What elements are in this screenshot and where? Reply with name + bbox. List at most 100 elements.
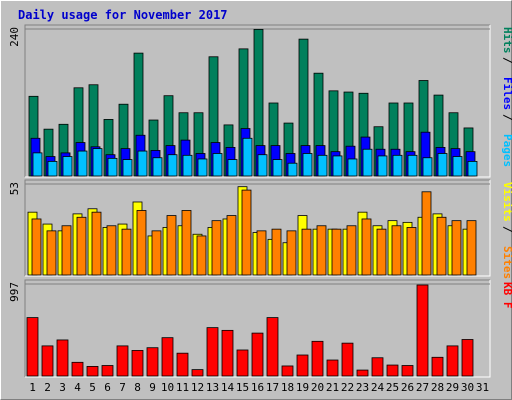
bar-kb-f-day-25 bbox=[386, 364, 399, 377]
bar-pages-day-9 bbox=[152, 157, 163, 177]
bar-kb-f-day-21 bbox=[326, 359, 339, 377]
bar-kb-f-day-6 bbox=[101, 365, 114, 377]
bar-sites-day-3 bbox=[61, 225, 72, 276]
bar-sites-day-10 bbox=[166, 215, 177, 276]
legend-files: Files bbox=[501, 77, 512, 110]
x-tick-label-20: 20 bbox=[311, 381, 324, 394]
bar-sites-day-26 bbox=[406, 227, 417, 276]
bar-sites-day-17 bbox=[271, 228, 282, 276]
bar-sites-day-21 bbox=[331, 228, 342, 276]
x-tick-label-3: 3 bbox=[59, 381, 66, 394]
panel-3-shadow bbox=[24, 279, 490, 377]
bar-pages-day-17 bbox=[272, 159, 283, 177]
bar-kb-f-day-17 bbox=[266, 317, 279, 377]
panel-3-highlight bbox=[25, 280, 491, 378]
x-tick-label-24: 24 bbox=[371, 381, 385, 394]
x-tick-label-16: 16 bbox=[251, 381, 264, 394]
x-tick-label-14: 14 bbox=[221, 381, 235, 394]
panel-1-highlight bbox=[25, 25, 491, 178]
bar-pages-day-25 bbox=[392, 154, 403, 177]
bar-sites-day-15 bbox=[241, 189, 252, 276]
panel-3-bars bbox=[25, 283, 490, 377]
x-tick-label-5: 5 bbox=[89, 381, 96, 394]
bar-pages-day-12 bbox=[197, 158, 208, 177]
bar-sites-day-13 bbox=[211, 220, 222, 276]
panel-2-ymax-label: 53 bbox=[8, 182, 21, 195]
bar-kb-f-day-19 bbox=[296, 354, 309, 377]
bar-pages-day-15 bbox=[242, 137, 253, 177]
x-tick-label-4: 4 bbox=[74, 381, 81, 394]
bar-pages-day-28 bbox=[437, 153, 448, 177]
x-tick-label-12: 12 bbox=[191, 381, 204, 394]
bar-sites-day-19 bbox=[301, 228, 312, 276]
bar-sites-day-1 bbox=[31, 218, 42, 276]
x-tick-label-21: 21 bbox=[326, 381, 339, 394]
bar-kb-f-day-7 bbox=[116, 345, 129, 377]
legend-pages: Pages bbox=[501, 134, 512, 167]
x-tick-label-19: 19 bbox=[296, 381, 309, 394]
bar-sites-day-27 bbox=[421, 191, 432, 276]
bar-sites-day-14 bbox=[226, 215, 237, 276]
panel-2-highlight bbox=[25, 180, 491, 277]
panel-2-shadow bbox=[24, 179, 490, 276]
bar-sites-day-9 bbox=[151, 230, 162, 276]
bar-pages-day-2 bbox=[47, 160, 58, 177]
bar-pages-day-1 bbox=[32, 152, 43, 177]
x-tick-label-30: 30 bbox=[461, 381, 474, 394]
bar-sites-day-5 bbox=[91, 211, 102, 276]
x-tick-label-18: 18 bbox=[281, 381, 294, 394]
bar-pages-day-27 bbox=[422, 157, 433, 177]
x-tick-label-31: 31 bbox=[476, 381, 489, 394]
x-tick-label-6: 6 bbox=[104, 381, 111, 394]
x-tick-label-2: 2 bbox=[44, 381, 51, 394]
bar-pages-day-5 bbox=[92, 148, 103, 177]
x-tick-label-25: 25 bbox=[386, 381, 399, 394]
legend-sites: Sites bbox=[501, 246, 512, 279]
x-tick-label-7: 7 bbox=[119, 381, 126, 394]
bar-pages-day-8 bbox=[137, 150, 148, 177]
bar-kb-f-day-26 bbox=[401, 365, 414, 377]
bar-pages-day-24 bbox=[377, 155, 388, 177]
panel-1-shadow bbox=[24, 24, 490, 177]
bar-kb-f-day-4 bbox=[71, 361, 84, 377]
bar-sites-day-28 bbox=[436, 216, 447, 276]
bar-pages-day-18 bbox=[287, 162, 298, 177]
bar-pages-day-10 bbox=[167, 154, 178, 177]
bar-sites-day-30 bbox=[466, 220, 477, 276]
bar-sites-day-4 bbox=[76, 216, 87, 276]
panel-1-bars bbox=[25, 28, 490, 177]
bar-pages-day-13 bbox=[212, 153, 223, 177]
panel-2-bars bbox=[25, 183, 490, 276]
x-tick-label-23: 23 bbox=[356, 381, 369, 394]
bar-sites-day-25 bbox=[391, 225, 402, 276]
x-tick-label-8: 8 bbox=[134, 381, 141, 394]
bar-sites-day-24 bbox=[376, 228, 387, 276]
panels-group: 240 Hits / Files / Pages 53 Visits / Sites 9… bbox=[8, 24, 512, 378]
bar-kb-f-day-27 bbox=[416, 284, 429, 377]
bar-sites-day-22 bbox=[346, 225, 357, 276]
x-tick-label-10: 10 bbox=[161, 381, 174, 394]
bar-kb-f-day-29 bbox=[446, 345, 459, 377]
bar-sites-day-16 bbox=[256, 230, 267, 276]
x-tick-label-26: 26 bbox=[401, 381, 414, 394]
bar-sites-day-20 bbox=[316, 225, 327, 276]
bar-pages-day-26 bbox=[407, 154, 418, 177]
bar-kb-f-day-23 bbox=[356, 369, 369, 377]
bar-pages-day-14 bbox=[227, 159, 238, 177]
bar-sites-day-18 bbox=[286, 230, 297, 276]
bar-pages-day-7 bbox=[122, 159, 133, 177]
bar-kb-f-day-5 bbox=[86, 366, 99, 377]
bar-pages-day-6 bbox=[107, 157, 118, 177]
bar-kb-f-day-24 bbox=[371, 357, 384, 377]
bar-pages-day-11 bbox=[182, 154, 193, 177]
legend-kb-f: KB F bbox=[501, 282, 512, 309]
legend-separator: / bbox=[501, 226, 512, 233]
bar-kb-f-day-12 bbox=[191, 369, 204, 377]
bar-sites-day-23 bbox=[361, 218, 372, 276]
bar-kb-f-day-11 bbox=[176, 352, 189, 377]
bar-pages-day-20 bbox=[317, 154, 328, 177]
legend-hits: Hits bbox=[501, 27, 512, 54]
bar-sites-day-2 bbox=[46, 230, 57, 276]
bar-kb-f-day-16 bbox=[251, 332, 264, 377]
